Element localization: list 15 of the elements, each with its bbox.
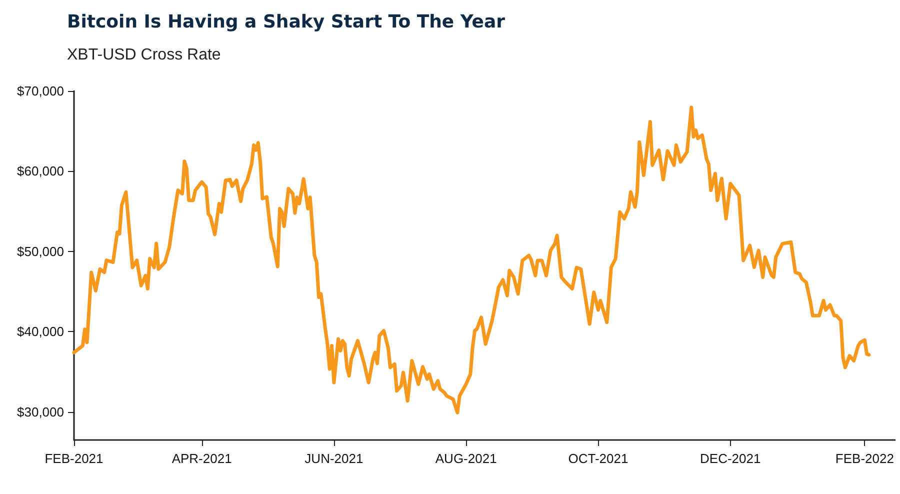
line-series xyxy=(72,106,871,414)
chart-subtitle: XBT-USD Cross Rate xyxy=(67,46,221,64)
x-tick-label: APR-2021 xyxy=(172,451,232,466)
y-tick-label: $50,000 xyxy=(17,244,64,259)
y-tick-label: $40,000 xyxy=(17,324,64,340)
x-tick-label: FEB-2021 xyxy=(44,451,104,466)
x-tick-label: OCT-2021 xyxy=(568,451,628,466)
x-tick-label: JUN-2021 xyxy=(304,451,364,466)
y-tick-label: $70,000 xyxy=(17,84,64,98)
y-tick-label: $60,000 xyxy=(17,164,64,179)
x-tick-label: DEC-2021 xyxy=(700,451,761,466)
chart-title: Bitcoin Is Having a Shaky Start To The Year xyxy=(67,12,506,32)
x-tick-label: FEB-2022 xyxy=(835,451,894,466)
x-tick-label: AUG-2021 xyxy=(435,451,497,466)
y-tick-label: $30,000 xyxy=(17,404,64,420)
